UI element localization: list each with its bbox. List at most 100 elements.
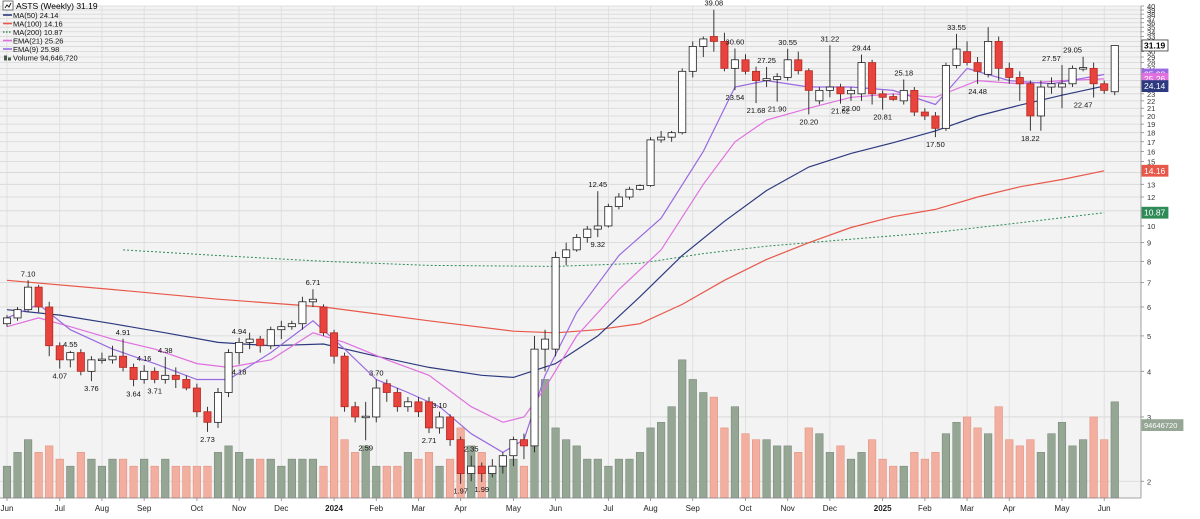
volume-bar	[825, 452, 834, 499]
x-axis: Jun Jul Aug Sep Oct Nov Dec 2024 Feb Mar Apr May Jun…	[0, 497, 1141, 513]
candle-body	[583, 228, 592, 238]
candle-body	[97, 358, 106, 361]
volume-bar	[1100, 439, 1109, 499]
candle-body	[562, 249, 571, 258]
price-annotation: 33.55	[947, 23, 966, 32]
candle-body	[720, 41, 729, 69]
price-tag-bg	[1141, 419, 1184, 431]
y-tick-label: 35	[1147, 23, 1155, 32]
volume-bar	[161, 458, 170, 499]
candle-body	[815, 89, 824, 102]
candle-body	[1058, 83, 1067, 88]
volume-bar	[34, 452, 43, 499]
ma100-line	[6, 170, 1105, 334]
candle-body	[899, 89, 908, 102]
candle-body	[66, 352, 75, 361]
x-tick-label: Nov	[781, 504, 795, 513]
x-tick-label: Aug	[643, 504, 657, 513]
y-tick-label: 9	[1147, 239, 1151, 248]
price-tag-bg	[1141, 164, 1169, 177]
y-tick-label: 3	[1147, 413, 1151, 422]
price-annotation: 3.64	[126, 389, 141, 398]
price-annotation: 20.81	[873, 113, 892, 122]
candle-body	[298, 301, 307, 325]
candle-body	[762, 78, 771, 81]
candle-body	[277, 326, 286, 331]
candle-body	[456, 439, 465, 474]
price-annotation: 20.20	[799, 117, 818, 126]
candle-body	[646, 139, 655, 186]
candle-body	[24, 286, 33, 311]
volume-bar	[836, 445, 845, 499]
volume-bar	[878, 458, 887, 499]
candle-body	[361, 415, 370, 419]
candle-body	[509, 439, 518, 457]
volume-bar	[562, 439, 571, 499]
y-tick-label: 7	[1147, 279, 1151, 288]
volume-bar	[87, 458, 96, 499]
candle-body	[192, 387, 201, 413]
y-tick-label: 12	[1147, 193, 1155, 202]
y-tick-label: 6	[1147, 303, 1151, 312]
x-tick-label: Oct	[739, 504, 752, 513]
price-tag-label: 10.87	[1144, 208, 1166, 218]
candle-body	[256, 338, 265, 347]
price-annotation: 22.00	[842, 104, 861, 113]
volume-bar	[140, 458, 149, 499]
price-tag-label: 94646720	[1144, 421, 1177, 430]
legend-label: MA(200) 10.87	[13, 28, 63, 37]
volume-bar	[846, 458, 856, 499]
price-annotation: 21.62	[831, 107, 850, 116]
volume-bar	[604, 465, 613, 499]
candle-body	[1100, 83, 1109, 91]
volume-bar	[393, 465, 402, 499]
volume-bar	[171, 465, 180, 499]
y-tick-label: 8	[1147, 257, 1151, 266]
y-tick-label: 39	[1147, 6, 1155, 15]
volume-bar	[266, 458, 275, 499]
volume-bar	[13, 452, 22, 499]
candle-body	[804, 70, 813, 91]
candle-body	[3, 317, 11, 325]
volume-bar	[657, 422, 666, 499]
x-tick-label: May	[1054, 504, 1069, 513]
y-tick-label: 21	[1147, 104, 1155, 113]
y-tick-label: 40	[1147, 2, 1155, 11]
price-tag-bg	[1141, 39, 1169, 52]
candle-body	[308, 298, 317, 303]
volume-bar	[372, 465, 381, 499]
price-tag-label: 31.19	[1144, 40, 1166, 50]
volume-bar	[941, 433, 951, 499]
candle-body	[604, 206, 613, 227]
candle-body	[752, 70, 761, 81]
price-annotation: 30.60	[726, 38, 745, 47]
candle-body	[889, 96, 898, 100]
x-tick-label: May	[506, 504, 521, 513]
volume-bar	[2, 465, 12, 499]
chart-title: ASTS (Weekly) 31.19	[16, 1, 98, 11]
y-tick-label: 37	[1147, 14, 1155, 23]
y-tick-label: 20	[1147, 112, 1155, 121]
candle-body	[319, 306, 328, 334]
volume-bar	[709, 396, 718, 499]
volume-bar	[519, 465, 529, 499]
candle-body	[952, 48, 961, 66]
candle-body	[150, 370, 159, 380]
candle-body	[551, 257, 560, 350]
x-tick-label: Feb	[369, 504, 383, 513]
y-tick-label: 18	[1147, 129, 1155, 138]
volume-bar	[403, 452, 412, 499]
candle-body	[994, 41, 1003, 69]
price-annotation: 24.48	[968, 87, 987, 96]
candle-body	[203, 411, 212, 423]
candle-body	[688, 46, 697, 72]
candle-body	[424, 401, 433, 429]
price-annotation: 21.90	[768, 105, 787, 114]
volume-bar	[76, 452, 85, 499]
volume-bar	[783, 445, 792, 499]
candle-body	[1026, 83, 1035, 117]
volume-bar	[66, 465, 75, 499]
